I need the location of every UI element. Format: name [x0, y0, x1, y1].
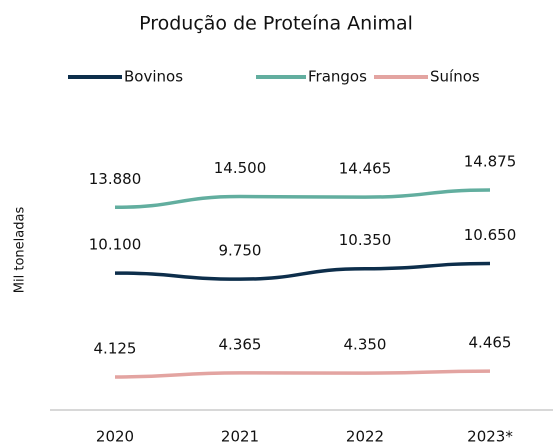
x-tick-label: 2023* — [467, 428, 513, 446]
data-label: 13.880 — [89, 170, 142, 188]
data-label: 4.365 — [219, 335, 262, 353]
series-line — [114, 261, 491, 281]
chart-title: Produção de Proteína Animal — [139, 13, 413, 35]
series-line — [114, 369, 491, 379]
data-label: 10.650 — [464, 226, 517, 244]
series-line — [114, 188, 491, 210]
legend-label: Frangos — [308, 68, 367, 86]
legend-label: Bovinos — [124, 68, 183, 86]
data-label: 14.465 — [339, 160, 392, 178]
y-axis-title: Mil toneladas — [13, 207, 28, 294]
data-label: 4.350 — [344, 336, 387, 354]
data-label: 9.750 — [219, 242, 262, 260]
data-label: 4.465 — [469, 334, 512, 352]
x-tick-label: 2021 — [221, 428, 259, 446]
data-label: 14.875 — [464, 153, 517, 171]
data-label: 14.500 — [214, 159, 267, 177]
data-label: 10.350 — [339, 231, 392, 249]
x-tick-label: 2020 — [96, 428, 134, 446]
data-label: 4.125 — [94, 340, 137, 358]
x-tick-label: 2022 — [346, 428, 384, 446]
data-label: 10.100 — [89, 236, 142, 254]
legend-label: Suínos — [430, 68, 480, 86]
